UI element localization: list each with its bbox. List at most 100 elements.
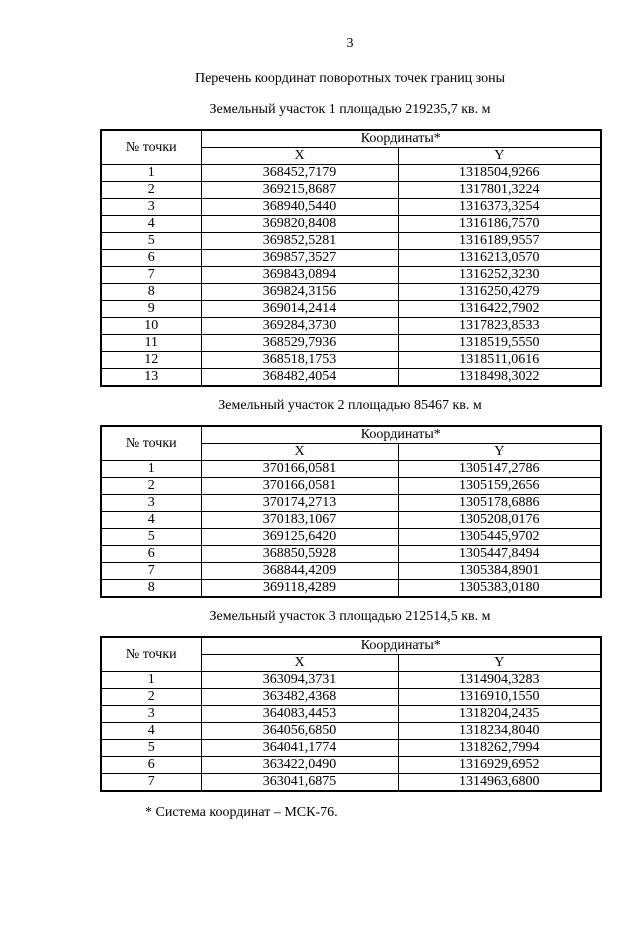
x-coordinate-cell: 369852,5281 [200, 232, 399, 250]
y-coordinate-cell: 1305447,8494 [397, 545, 602, 563]
x-coordinate-cell: 363041,6875 [200, 773, 399, 792]
table-row: 5 369852,5281 1316189,9557 [100, 232, 602, 250]
point-number-cell: 10 [100, 317, 202, 335]
y-coordinate-cell: 1305445,9702 [397, 528, 602, 546]
point-number-cell: 11 [100, 334, 202, 352]
point-number-cell: 1 [100, 164, 202, 182]
table-row: 2 369215,8687 1317801,3224 [100, 181, 602, 199]
point-number-cell: 1 [100, 460, 202, 478]
x-coordinate-cell: 370174,2713 [200, 494, 399, 512]
y-coordinate-cell: 1314963,6800 [397, 773, 602, 792]
y-column-header: Y [397, 147, 602, 165]
y-coordinate-cell: 1318511,0616 [397, 351, 602, 369]
x-coordinate-cell: 369843,0894 [200, 266, 399, 284]
x-coordinate-cell: 369824,3156 [200, 283, 399, 301]
point-number-cell: 6 [100, 756, 202, 774]
table-row: 3 370174,2713 1305178,6886 [100, 494, 602, 512]
y-coordinate-cell: 1316189,9557 [397, 232, 602, 250]
table-header: № точки Координаты* X Y [100, 425, 602, 461]
y-coordinate-cell: 1318498,3022 [397, 368, 602, 387]
y-coordinate-cell: 1318204,2435 [397, 705, 602, 723]
y-coordinate-cell: 1316213,0570 [397, 249, 602, 267]
y-coordinate-cell: 1316186,7570 [397, 215, 602, 233]
table-row: 1 363094,3731 1314904,3283 [100, 671, 602, 689]
x-column-header: X [200, 147, 399, 165]
point-number-header: № точки [100, 425, 202, 461]
table-row: 1 368452,7179 1318504,9266 [100, 164, 602, 182]
point-number-cell: 3 [100, 198, 202, 216]
point-number-cell: 6 [100, 249, 202, 267]
point-number-cell: 9 [100, 300, 202, 318]
point-number-cell: 8 [100, 579, 202, 598]
y-column-header: Y [397, 654, 602, 672]
point-number-cell: 5 [100, 739, 202, 757]
point-number-cell: 7 [100, 773, 202, 792]
table-row: 6 369857,3527 1316213,0570 [100, 249, 602, 267]
point-number-cell: 4 [100, 511, 202, 529]
table-row: 4 369820,8408 1316186,7570 [100, 215, 602, 233]
point-number-cell: 7 [100, 266, 202, 284]
point-number-cell: 5 [100, 232, 202, 250]
point-number-cell: 5 [100, 528, 202, 546]
coords-table-1: № точки Координаты* X Y 1 368452,7179 1318… [100, 129, 603, 387]
x-coordinate-cell: 363422,0490 [200, 756, 399, 774]
y-coordinate-cell: 1317823,8533 [397, 317, 602, 335]
y-coordinate-cell: 1305208,0176 [397, 511, 602, 529]
table-row: 6 363422,0490 1316929,6952 [100, 756, 602, 774]
table-row: 12 368518,1753 1318511,0616 [100, 351, 602, 369]
table-row: 7 369843,0894 1316252,3230 [100, 266, 602, 284]
table-row: 5 369125,6420 1305445,9702 [100, 528, 602, 546]
point-number-cell: 7 [100, 562, 202, 580]
y-coordinate-cell: 1316910,1550 [397, 688, 602, 706]
x-coordinate-cell: 368529,7936 [200, 334, 399, 352]
coordinates-header: Координаты* [200, 129, 602, 148]
point-number-cell: 2 [100, 181, 202, 199]
point-number-cell: 6 [100, 545, 202, 563]
x-coordinate-cell: 368452,7179 [200, 164, 399, 182]
y-coordinate-cell: 1316422,7902 [397, 300, 602, 318]
table-row: 9 369014,2414 1316422,7902 [100, 300, 602, 318]
y-coordinate-cell: 1305178,6886 [397, 494, 602, 512]
x-coordinate-cell: 368844,4209 [200, 562, 399, 580]
point-number-cell: 4 [100, 722, 202, 740]
coordinate-system-footnote: * Система координат – МСК-76. [145, 805, 338, 820]
x-coordinate-cell: 368940,5440 [200, 198, 399, 216]
coordinates-header: Координаты* [200, 425, 602, 444]
y-coordinate-cell: 1317801,3224 [397, 181, 602, 199]
table-row: 4 370183,1067 1305208,0176 [100, 511, 602, 529]
table-header: № точки Координаты* X Y [100, 636, 602, 672]
table-row: 2 363482,4368 1316910,1550 [100, 688, 602, 706]
point-number-cell: 2 [100, 688, 202, 706]
y-coordinate-cell: 1316250,4279 [397, 283, 602, 301]
x-coordinate-cell: 364041,1774 [200, 739, 399, 757]
point-number-cell: 2 [100, 477, 202, 495]
parcel-section-1: Земельный участок 1 площадью 219235,7 кв… [100, 102, 603, 387]
table-row: 4 364056,6850 1318234,8040 [100, 722, 602, 740]
document-title: Перечень координат поворотных точек гран… [194, 71, 506, 86]
x-coordinate-cell: 369014,2414 [200, 300, 399, 318]
table-row: 6 368850,5928 1305447,8494 [100, 545, 602, 563]
document-page: 3 Перечень координат поворотных точек гр… [100, 37, 603, 820]
y-coordinate-cell: 1316929,6952 [397, 756, 602, 774]
y-coordinate-cell: 1305159,2656 [397, 477, 602, 495]
point-number-header: № точки [100, 129, 202, 165]
table-row: 10 369284,3730 1317823,8533 [100, 317, 602, 335]
point-number-header: № точки [100, 636, 202, 672]
y-coordinate-cell: 1316373,3254 [397, 198, 602, 216]
parcel-section-2: Земельный участок 2 площадью 85467 кв. м… [100, 398, 603, 598]
table-row: 5 364041,1774 1318262,7994 [100, 739, 602, 757]
y-coordinate-cell: 1318504,9266 [397, 164, 602, 182]
point-number-cell: 1 [100, 671, 202, 689]
x-coordinate-cell: 364056,6850 [200, 722, 399, 740]
table-row: 8 369824,3156 1316250,4279 [100, 283, 602, 301]
parcel-caption: Земельный участок 2 площадью 85467 кв. м [218, 398, 482, 413]
point-number-cell: 4 [100, 215, 202, 233]
parcel-caption: Земельный участок 3 площадью 212514,5 кв… [209, 609, 491, 624]
table-row: 3 364083,4453 1318204,2435 [100, 705, 602, 723]
y-coordinate-cell: 1318234,8040 [397, 722, 602, 740]
coordinates-header: Координаты* [200, 636, 602, 655]
table-row: 7 368844,4209 1305384,8901 [100, 562, 602, 580]
y-column-header: Y [397, 443, 602, 461]
y-coordinate-cell: 1316252,3230 [397, 266, 602, 284]
x-column-header: X [200, 443, 399, 461]
